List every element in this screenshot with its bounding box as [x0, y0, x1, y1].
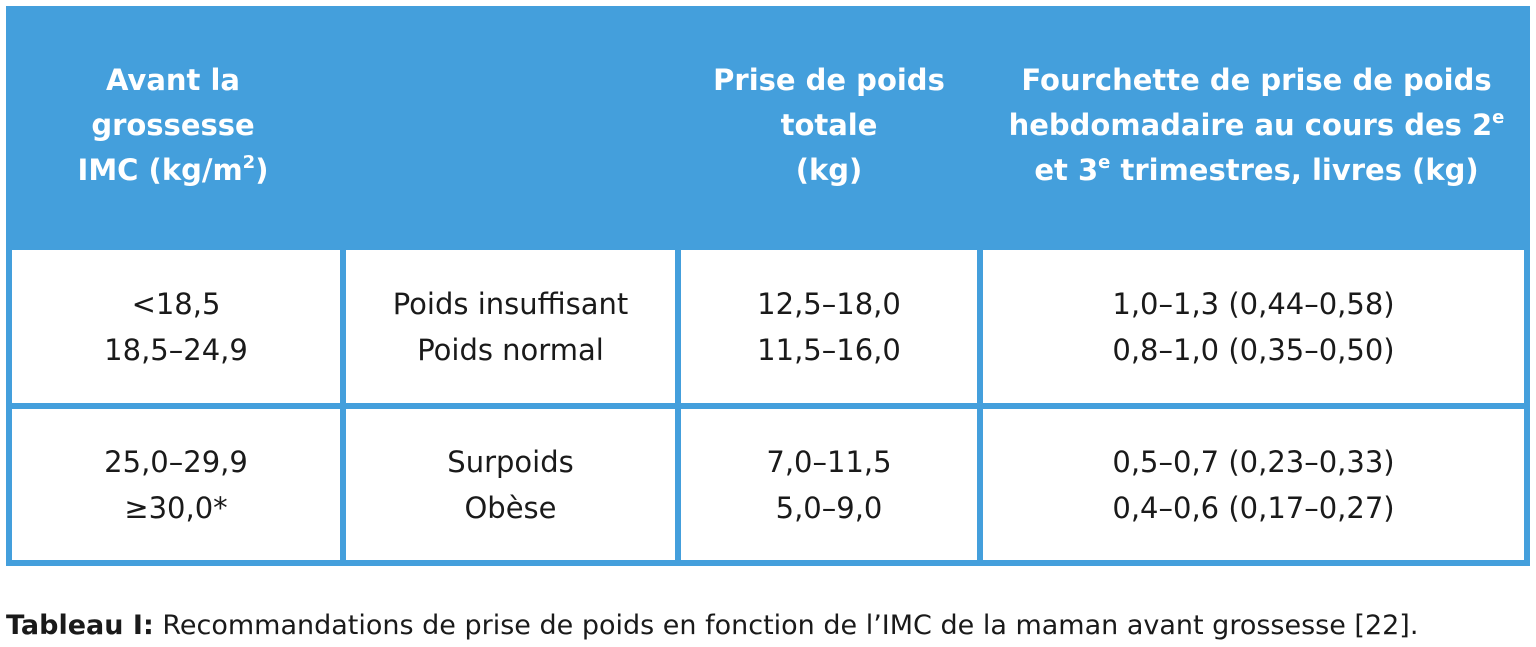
header-weekly-range: Fourchette de prise de poids hebdomadair… — [983, 6, 1530, 244]
table-cell: 0,5–0,7 (0,23–0,33) — [1112, 444, 1395, 479]
row2-total: 7,0–11,5 5,0–9,0 — [681, 409, 977, 560]
table-cell: 0,8–1,0 (0,35–0,50) — [1112, 332, 1395, 367]
row1-category: Poids insuffisant Poids normal — [346, 250, 675, 403]
header-imc-line3: IMC (kg/m2) — [77, 151, 269, 187]
header-weekly-line3: et 3e trimestres, livres (kg) — [1034, 151, 1479, 187]
header-category — [346, 6, 675, 244]
table-cell: Surpoids — [447, 444, 574, 479]
table-cell: 7,0–11,5 — [766, 444, 892, 479]
table-cell: 18,5–24,9 — [104, 332, 248, 367]
header-total-gain: Prise de poids totale (kg) — [681, 6, 977, 244]
table-cell: <18,5 — [131, 286, 221, 321]
header-total-line1: Prise de poids — [713, 62, 945, 97]
weight-gain-table: Avant la grossesse IMC (kg/m2) Prise de … — [6, 6, 1530, 566]
row2-category: Surpoids Obèse — [346, 409, 675, 560]
table-cell: Poids insuffisant — [392, 286, 629, 321]
row2-weekly: 0,5–0,7 (0,23–0,33) 0,4–0,6 (0,17–0,27) — [983, 409, 1524, 560]
caption-text: Recommandations de prise de poids en fon… — [153, 610, 1419, 641]
header-weekly-line2: hebdomadaire au cours des 2e — [1008, 106, 1505, 142]
header-imc: Avant la grossesse IMC (kg/m2) — [6, 6, 340, 244]
table-cell: Obèse — [464, 490, 557, 525]
table-cell: Poids normal — [417, 332, 604, 367]
table-cell: 12,5–18,0 — [757, 286, 901, 321]
row1-imc: <18,5 18,5–24,9 — [12, 250, 340, 403]
table-cell: 0,4–0,6 (0,17–0,27) — [1112, 490, 1395, 525]
table-cell: 5,0–9,0 — [775, 490, 883, 525]
header-imc-line2: grossesse — [91, 107, 255, 142]
row1-total: 12,5–18,0 11,5–16,0 — [681, 250, 977, 403]
header-imc-line1: Avant la — [106, 62, 240, 97]
caption-label: Tableau I: — [6, 610, 154, 641]
table-cell: 25,0–29,9 — [104, 444, 248, 479]
table-caption: Tableau I: Recommandations de prise de p… — [6, 606, 1418, 646]
header-weekly-line1: Fourchette de prise de poids — [1021, 62, 1492, 97]
table-cell: ≥30,0* — [124, 490, 228, 525]
row1-weekly: 1,0–1,3 (0,44–0,58) 0,8–1,0 (0,35–0,50) — [983, 250, 1524, 403]
header-total-line2: totale — [780, 107, 878, 142]
table-cell: 11,5–16,0 — [757, 332, 901, 367]
row2-imc: 25,0–29,9 ≥30,0* — [12, 409, 340, 560]
header-total-line3: (kg) — [795, 152, 863, 187]
table-cell: 1,0–1,3 (0,44–0,58) — [1112, 286, 1395, 321]
